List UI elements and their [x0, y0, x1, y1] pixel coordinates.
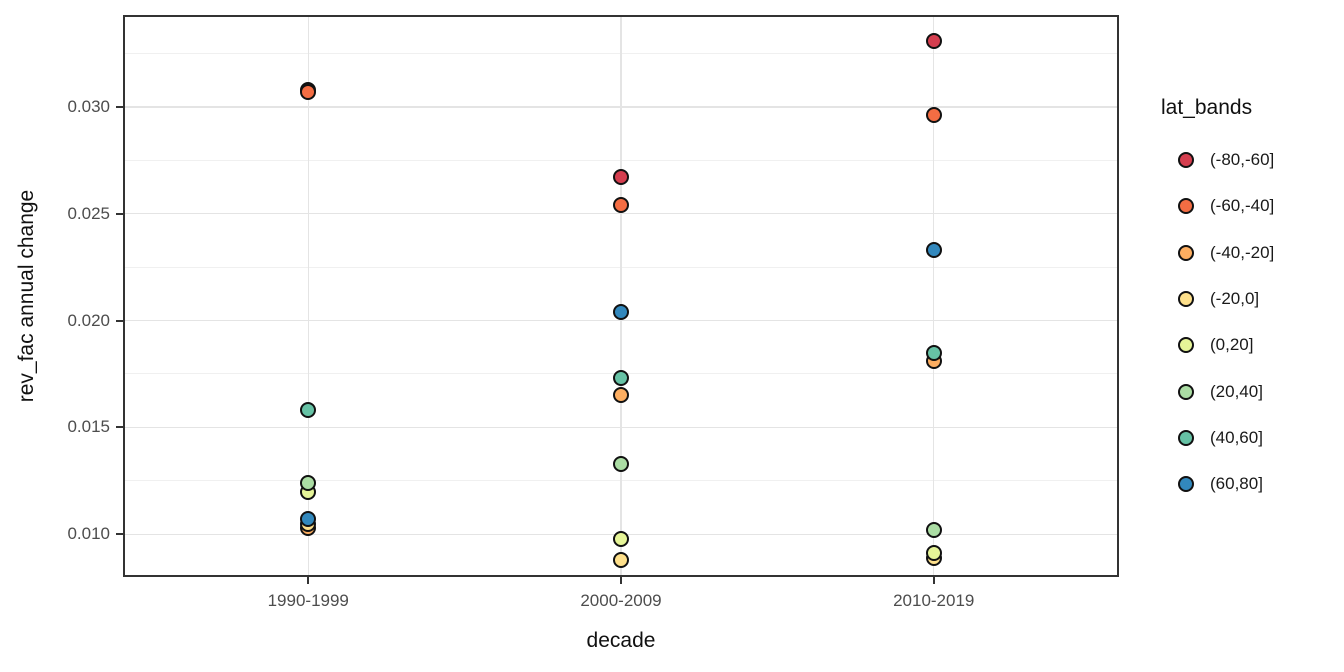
legend-item-label: (40,60] — [1210, 427, 1263, 447]
legend-key-circle — [1178, 290, 1194, 307]
y-tick-mark — [116, 319, 123, 322]
x-tick-label: 2000-2009 — [580, 591, 662, 610]
y-tick-label: 0.025 — [67, 203, 110, 223]
data-point — [613, 387, 629, 404]
legend-item-label: (20,40] — [1210, 381, 1263, 401]
y-tick-mark — [116, 533, 123, 536]
data-point — [925, 344, 942, 361]
legend-key-circle — [1178, 152, 1194, 168]
legend-key-circle — [1178, 383, 1194, 400]
x-tick-label: 1990-1999 — [267, 591, 349, 610]
x-tick-mark — [932, 577, 935, 584]
legend-item-label: (60,80] — [1210, 474, 1263, 494]
y-tick-mark — [116, 105, 123, 108]
y-tick-mark — [116, 426, 123, 429]
data-point — [613, 551, 629, 568]
legend-item-label: (-20,0] — [1210, 288, 1260, 308]
data-point — [613, 530, 629, 547]
legend-item-label: (-40,-20] — [1210, 242, 1275, 262]
data-point — [925, 32, 942, 49]
gridline-vertical — [307, 15, 309, 577]
gridline-vertical — [932, 15, 935, 577]
legend-key-circle — [1178, 198, 1194, 215]
legend-key-circle — [1178, 429, 1194, 446]
data-point — [925, 107, 942, 124]
gridline-vertical — [620, 15, 622, 577]
data-point — [613, 197, 629, 214]
y-axis-title: rev_fac annual change — [15, 189, 38, 403]
data-point — [613, 455, 629, 472]
data-point — [925, 545, 942, 562]
data-point — [300, 511, 317, 528]
x-tick-mark — [620, 577, 622, 584]
y-tick-label: 0.020 — [67, 310, 110, 330]
y-tick-label: 0.030 — [67, 96, 110, 116]
plot-panel — [123, 15, 1119, 577]
legend-key-circle — [1178, 476, 1194, 493]
legend-key-circle — [1178, 244, 1194, 261]
legend-item-label: (-80,-60] — [1210, 150, 1275, 169]
data-point — [925, 242, 942, 259]
data-point — [613, 169, 629, 186]
legend-item-label: (0,20] — [1210, 335, 1254, 355]
data-point — [300, 402, 317, 419]
data-point — [925, 521, 942, 538]
y-tick-mark — [116, 212, 123, 215]
data-point — [613, 370, 629, 387]
data-point — [300, 474, 317, 491]
legend-item-label: (-60,-40] — [1210, 196, 1275, 216]
x-tick-label: 2010-2019 — [893, 591, 975, 610]
data-point — [300, 83, 317, 100]
x-tick-mark — [307, 577, 310, 584]
legend-key-circle — [1178, 337, 1194, 354]
y-tick-label: 0.010 — [67, 524, 110, 544]
y-tick-label: 0.015 — [67, 417, 110, 437]
data-point — [613, 304, 629, 321]
x-axis-title: decade — [586, 629, 656, 652]
legend-title: lat_bands — [1161, 96, 1253, 119]
